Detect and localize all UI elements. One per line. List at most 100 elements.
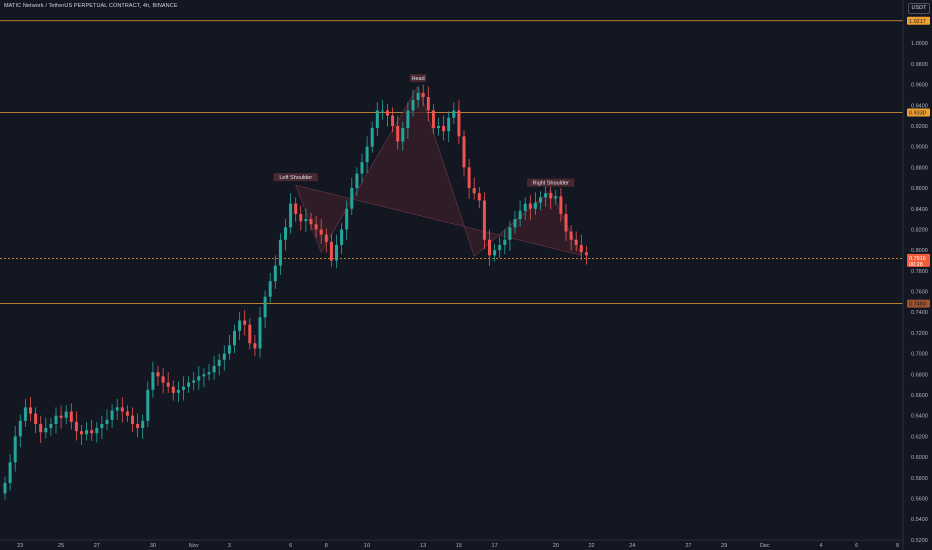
candle-body — [156, 372, 160, 377]
candle-body — [513, 219, 517, 228]
candle-body — [3, 482, 7, 494]
candle-body — [243, 320, 247, 325]
x-tick-label: 8 — [896, 543, 899, 549]
y-tick-label: 0.6800 — [911, 372, 928, 378]
candle-body — [80, 431, 83, 435]
candle-body — [233, 330, 236, 346]
pattern-label: Right Shoulder — [533, 181, 570, 187]
x-tick-label: 3 — [228, 543, 231, 549]
candle-body — [457, 110, 461, 137]
candle-body — [406, 110, 410, 129]
y-tick-label: 0.5400 — [911, 517, 928, 523]
x-tick-label: 30 — [150, 543, 156, 549]
candle-body — [554, 196, 558, 199]
y-tick-label: 0.9200 — [911, 124, 928, 130]
candle-body — [503, 239, 507, 245]
price-tag-label: 0.7483 — [909, 302, 926, 308]
candle-body — [95, 428, 99, 434]
candle-body — [49, 423, 53, 429]
x-tick-label: 24 — [629, 543, 635, 549]
candle-body — [222, 353, 226, 360]
candle-body — [574, 239, 578, 245]
price-tag-label: 1.0217 — [909, 19, 926, 25]
y-tick-label: 0.7400 — [911, 310, 928, 316]
candle-body — [508, 227, 512, 240]
x-tick-label: Dec — [760, 543, 770, 549]
y-tick-label: 0.7200 — [911, 331, 928, 337]
candle-body — [131, 415, 134, 424]
y-tick-label: 0.7000 — [911, 352, 928, 358]
price-tag — [907, 16, 930, 25]
candle-body — [115, 407, 119, 411]
y-tick-label: 0.5800 — [911, 476, 928, 482]
candle-body — [59, 415, 63, 418]
candle-body — [370, 128, 374, 147]
candle-body — [100, 423, 104, 429]
y-tick-label: 0.8800 — [911, 165, 928, 171]
x-tick-label: 13 — [420, 543, 426, 549]
y-tick-label: 0.8600 — [911, 186, 928, 192]
candle-body — [391, 115, 395, 126]
x-tick-label: 17 — [492, 543, 498, 549]
candle-body — [278, 239, 282, 266]
candle-body — [125, 411, 129, 416]
candle-body — [309, 219, 313, 225]
candle-body — [304, 219, 308, 222]
y-tick-label: 0.6000 — [911, 455, 928, 461]
x-tick-label: 10 — [364, 543, 370, 549]
candle-body — [110, 410, 114, 420]
x-tick-label: 22 — [588, 543, 594, 549]
candle-body — [329, 241, 333, 261]
candle-body — [74, 421, 78, 432]
pattern-shape — [295, 85, 582, 257]
candle-body — [34, 413, 38, 424]
candle-body — [350, 188, 354, 209]
y-tick-label: 0.7800 — [911, 269, 928, 275]
y-tick-label: 0.9600 — [911, 83, 928, 89]
x-tick-label: 23 — [17, 543, 23, 549]
candle-body — [319, 229, 323, 235]
candle-body — [23, 407, 27, 421]
candle-body — [437, 125, 440, 129]
x-tick-label: 29 — [721, 543, 727, 549]
chart-title: MATIC Network / TetherUS PERPETUAL CONTR… — [4, 3, 178, 9]
countdown-label: 00:28 — [909, 262, 923, 268]
candle-body — [54, 415, 58, 424]
candle-body — [488, 239, 491, 256]
candle-body — [564, 213, 568, 232]
candle-body — [386, 110, 389, 116]
candle-body — [533, 202, 537, 209]
candle-body — [355, 173, 359, 189]
candle-body — [447, 117, 451, 132]
candle-body — [29, 407, 32, 414]
candle-body — [493, 250, 497, 256]
y-tick-label: 0.5200 — [911, 538, 928, 544]
candle-body — [528, 203, 532, 209]
x-tick-label: 6 — [289, 543, 292, 549]
candle-body — [212, 366, 216, 373]
x-tick-label: 20 — [553, 543, 559, 549]
candle-body — [340, 229, 344, 245]
candle-body — [182, 386, 185, 390]
candle-body — [69, 411, 73, 422]
candle-body — [217, 359, 221, 367]
x-tick-label: 8 — [325, 543, 328, 549]
candle-body — [579, 244, 583, 253]
x-tick-label: 27 — [94, 543, 100, 549]
candle-body — [176, 389, 180, 393]
y-tick-label: 0.6400 — [911, 414, 928, 420]
currency-selector[interactable]: USDT — [908, 3, 930, 14]
x-tick-label: 6 — [855, 543, 858, 549]
candle-body — [64, 411, 68, 418]
candle-body — [360, 162, 364, 174]
candle-body — [90, 430, 94, 434]
candle-body — [207, 372, 211, 375]
candle-body — [467, 167, 471, 189]
candle-body — [426, 97, 430, 111]
candle-body — [452, 110, 456, 118]
candle-body — [166, 382, 170, 387]
candle-body — [202, 374, 206, 377]
pattern-label-box — [273, 173, 318, 182]
candle-body — [365, 146, 369, 163]
